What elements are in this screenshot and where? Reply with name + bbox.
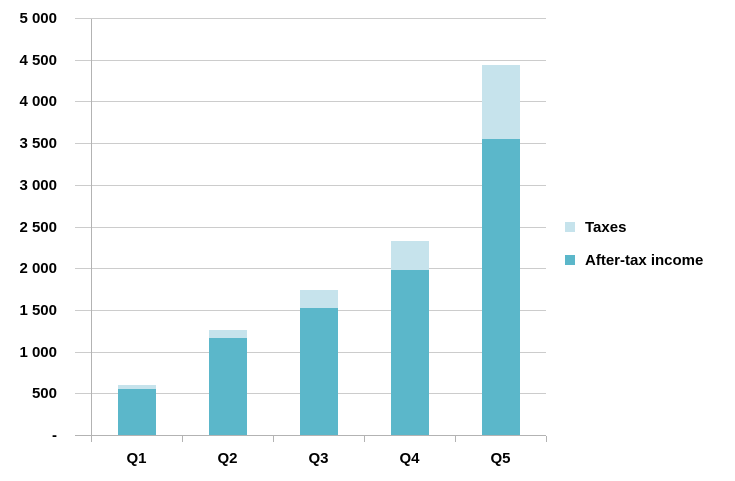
y-tick-label-500: 500 bbox=[31, 385, 57, 403]
x-axis-tick-5 bbox=[546, 436, 547, 442]
bar-segment-taxes-q2 bbox=[208, 330, 247, 338]
legend-label-after-tax-income: After-tax income bbox=[585, 251, 704, 269]
gridline-2500 bbox=[75, 226, 546, 228]
legend-swatch-after-tax-income-icon bbox=[565, 255, 575, 265]
legend: Taxes After-tax income bbox=[565, 218, 703, 284]
legend-item-taxes: Taxes bbox=[565, 218, 703, 236]
x-axis-tick-4 bbox=[455, 436, 456, 442]
x-axis-tick-0 bbox=[91, 436, 92, 442]
x-category-label-q3: Q3 bbox=[308, 450, 329, 467]
gridline-2000 bbox=[75, 268, 546, 270]
bar-segment-after-tax-income-q5 bbox=[481, 139, 520, 436]
bar-segment-taxes-q3 bbox=[299, 290, 338, 308]
y-tick-label-4000: 4 000 bbox=[19, 93, 57, 111]
y-tick-label-0: - bbox=[52, 427, 57, 444]
y-tick-label-4500: 4 500 bbox=[19, 51, 57, 69]
x-axis-line bbox=[75, 435, 546, 436]
bar-segment-after-tax-income-q2 bbox=[208, 338, 247, 436]
y-tick-label-1500: 1 500 bbox=[19, 301, 57, 319]
x-category-label-q1: Q1 bbox=[126, 450, 147, 467]
legend-label-taxes: Taxes bbox=[585, 218, 627, 236]
legend-item-after-tax-income: After-tax income bbox=[565, 251, 703, 269]
bar-segment-after-tax-income-q3 bbox=[299, 307, 338, 436]
y-tick-label-1000: 1 000 bbox=[19, 343, 57, 361]
x-category-label-q4: Q4 bbox=[399, 450, 420, 467]
y-tick-label-5000: 5 000 bbox=[19, 10, 57, 27]
y-tick-label-3500: 3 500 bbox=[19, 135, 57, 153]
bar-segment-taxes-q1 bbox=[117, 385, 156, 389]
gridline-3500 bbox=[75, 143, 546, 145]
bar-segment-after-tax-income-q1 bbox=[117, 388, 156, 436]
gridline-3000 bbox=[75, 184, 546, 186]
y-tick-label-3000: 3 000 bbox=[19, 176, 57, 194]
x-axis-tick-2 bbox=[273, 436, 274, 442]
x-category-label-q5: Q5 bbox=[490, 450, 511, 467]
x-category-label-q2: Q2 bbox=[217, 450, 238, 467]
y-axis-line bbox=[91, 19, 92, 442]
legend-swatch-taxes-icon bbox=[565, 222, 575, 232]
bar-segment-after-tax-income-q4 bbox=[390, 270, 429, 436]
y-tick-label-2500: 2 500 bbox=[19, 218, 57, 236]
bar-segment-taxes-q5 bbox=[481, 65, 520, 140]
x-axis-tick-3 bbox=[364, 436, 365, 442]
gridline-4000 bbox=[75, 101, 546, 103]
gridline-4500 bbox=[75, 59, 546, 61]
x-axis-tick-1 bbox=[182, 436, 183, 442]
bar-segment-taxes-q4 bbox=[390, 240, 429, 271]
y-tick-label-2000: 2 000 bbox=[19, 260, 57, 278]
gridline-5000 bbox=[75, 18, 546, 19]
